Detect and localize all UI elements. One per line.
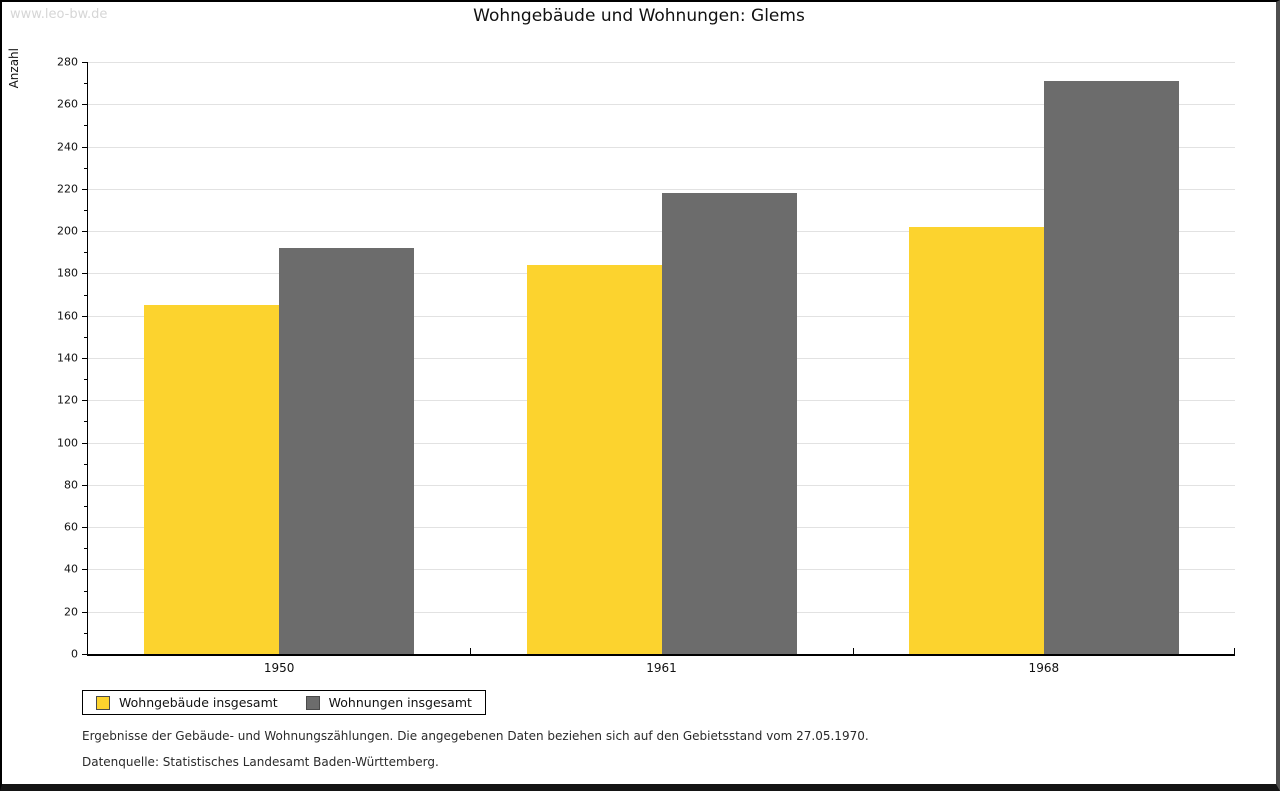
gridline [88, 146, 1235, 148]
y-axis-tick [82, 358, 88, 359]
y-axis-tick-label: 80 [64, 478, 78, 492]
y-axis-tick [82, 400, 88, 402]
bar-s0-1968 [908, 226, 1044, 654]
y-axis-tick-label: 280 [57, 55, 78, 69]
legend-item-wohngebaeude: Wohngebäude insgesamt [96, 695, 278, 710]
y-axis-tick [82, 231, 88, 233]
y-axis-tick [84, 548, 88, 550]
y-axis-tick [84, 125, 88, 127]
gridline [88, 104, 1235, 106]
page-title: Wohngebäude und Wohnungen: Glems [473, 6, 805, 26]
y-axis-tick-label: 20 [64, 605, 78, 619]
y-axis-tick [82, 315, 88, 317]
watermark: www.leo-bw.de [10, 7, 108, 22]
y-axis-tick-label: 160 [57, 309, 78, 323]
gridline [88, 62, 1235, 63]
y-axis-tick-label: 120 [57, 393, 78, 407]
y-axis-tick [82, 484, 88, 486]
footnote-datenquelle: Datenquelle: Statistisches Landesamt Bad… [82, 755, 439, 769]
y-axis-tick [84, 167, 88, 169]
legend-item-wohnungen: Wohnungen insgesamt [305, 695, 472, 710]
bar-s1-1968 [1043, 81, 1179, 654]
x-axis-tick [470, 648, 472, 654]
y-axis-tick [82, 62, 88, 63]
y-axis-tick [84, 421, 88, 423]
y-axis-tick [84, 210, 88, 211]
y-axis-tick [84, 83, 88, 85]
y-axis-tick-label: 240 [57, 140, 78, 154]
y-axis-tick [82, 442, 88, 444]
x-axis-label: 1968 [1028, 661, 1060, 675]
y-axis-title: Anzahl [7, 48, 21, 89]
y-axis-tick [82, 527, 88, 529]
y-axis-tick [82, 273, 88, 275]
bar-s0-1961 [526, 264, 662, 654]
legend: Wohngebäude insgesamt Wohnungen insgesam… [82, 690, 486, 715]
x-axis-tick [852, 648, 854, 654]
y-axis-tick [84, 294, 88, 296]
bar-s1-1950 [279, 248, 415, 654]
footnote-gebietsstand: Ergebnisse der Gebäude- und Wohnungszähl… [82, 729, 869, 743]
gridline [88, 188, 1235, 190]
x-axis-label: 1950 [263, 661, 295, 675]
x-axis-label: 1961 [646, 661, 677, 675]
y-axis-tick-label: 260 [57, 97, 78, 111]
y-axis-tick-label: 100 [57, 436, 78, 450]
bar-s1-1961 [661, 193, 797, 654]
y-axis-tick [84, 632, 88, 634]
y-axis-tick [84, 336, 88, 338]
y-axis-tick-label: 40 [64, 562, 78, 576]
y-axis-tick [82, 654, 88, 655]
y-axis-tick-label: 180 [57, 266, 78, 280]
y-axis-tick [82, 569, 88, 571]
y-axis-tick [84, 252, 88, 254]
y-axis-tick-label: 200 [57, 224, 78, 238]
y-axis-tick [82, 611, 88, 613]
legend-label: Wohnungen insgesamt [328, 695, 472, 710]
legend-swatch-yellow [96, 695, 110, 710]
legend-label: Wohngebäude insgesamt [119, 695, 278, 710]
y-axis-tick-label: 0 [71, 647, 78, 661]
y-axis-tick [84, 463, 88, 465]
bar-s0-1950 [144, 305, 280, 654]
x-axis-tick [1234, 648, 1235, 654]
y-axis-tick [82, 188, 88, 190]
y-axis-tick [82, 146, 88, 148]
y-axis-tick [82, 104, 88, 106]
y-axis-tick-label: 140 [57, 351, 78, 365]
y-axis-tick-label: 220 [57, 182, 78, 196]
y-axis-tick [84, 379, 88, 381]
legend-swatch-gray [305, 695, 320, 710]
y-axis-tick [84, 506, 88, 507]
plot-area: 0 20 40 60 80 100 120 140 160 180 200 220 240 260 280 1… [57, 56, 1235, 675]
y-axis-tick-label: 60 [64, 520, 78, 534]
y-axis-tick [84, 590, 88, 592]
